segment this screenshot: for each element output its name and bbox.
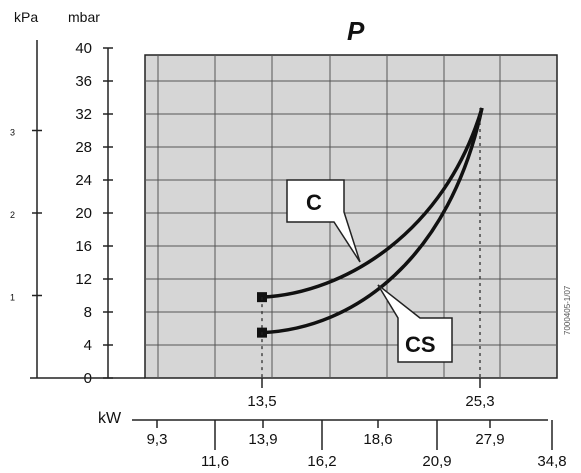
mbar-tick-label: 20 <box>75 205 92 222</box>
kpa-tick-label: 1 <box>10 293 15 303</box>
callout-cs: CS <box>377 284 453 363</box>
kpa-axis-ticks: 1 2 3 <box>10 128 42 303</box>
kw-tick-label-lower: 34,8 <box>537 453 566 470</box>
kw-tick-label-upper: 27,9 <box>475 431 504 448</box>
x-mark-label: 25,3 <box>465 393 494 410</box>
callout-c-label: C <box>306 190 322 215</box>
callout-c: C <box>286 179 361 263</box>
chart-title: P <box>347 16 365 46</box>
kw-tick-label-upper: 18,6 <box>363 431 392 448</box>
plot-area <box>144 54 558 379</box>
x-mark-label: 13,5 <box>247 393 276 410</box>
kw-tick-label-lower: 16,2 <box>307 453 336 470</box>
mbar-tick-label: 28 <box>75 139 92 156</box>
grid <box>145 55 557 378</box>
mbar-tick-label: 12 <box>75 271 92 288</box>
callout-cs-box <box>377 284 453 363</box>
mbar-tick-label: 36 <box>75 73 92 90</box>
series-line-c <box>261 107 484 299</box>
callout-cs-label: CS <box>405 332 436 357</box>
series-line-cs <box>261 107 484 335</box>
mbar-tick-label: 40 <box>75 40 92 57</box>
kw-tick-label-upper: 9,3 <box>147 431 168 448</box>
kw-tick-label-lower: 20,9 <box>422 453 451 470</box>
kw-tick-label-lower: 11,6 <box>201 453 229 470</box>
callout-c-box <box>286 179 361 263</box>
kpa-axis-unit: kPa <box>14 9 38 25</box>
mbar-axis-unit: mbar <box>68 9 100 25</box>
mbar-tick-label: 32 <box>75 106 92 123</box>
x-marks: 13,5 25,3 <box>247 108 495 410</box>
kw-label: kW <box>98 410 122 427</box>
mbar-tick-label: 24 <box>75 172 92 189</box>
mbar-tick-label: 4 <box>84 337 92 354</box>
kpa-tick-label: 3 <box>10 128 15 138</box>
kw-tick-label-upper: 13,9 <box>248 431 277 448</box>
mbar-tick-label: 8 <box>84 304 92 321</box>
mbar-tick-label: 16 <box>75 238 92 255</box>
code-text: 7000405-1/07 <box>563 285 572 335</box>
kw-axis-ticks: 9,3 13,9 18,6 27,9 11,6 16,2 20,9 34,8 <box>147 420 567 470</box>
kpa-tick-label: 2 <box>10 210 15 220</box>
